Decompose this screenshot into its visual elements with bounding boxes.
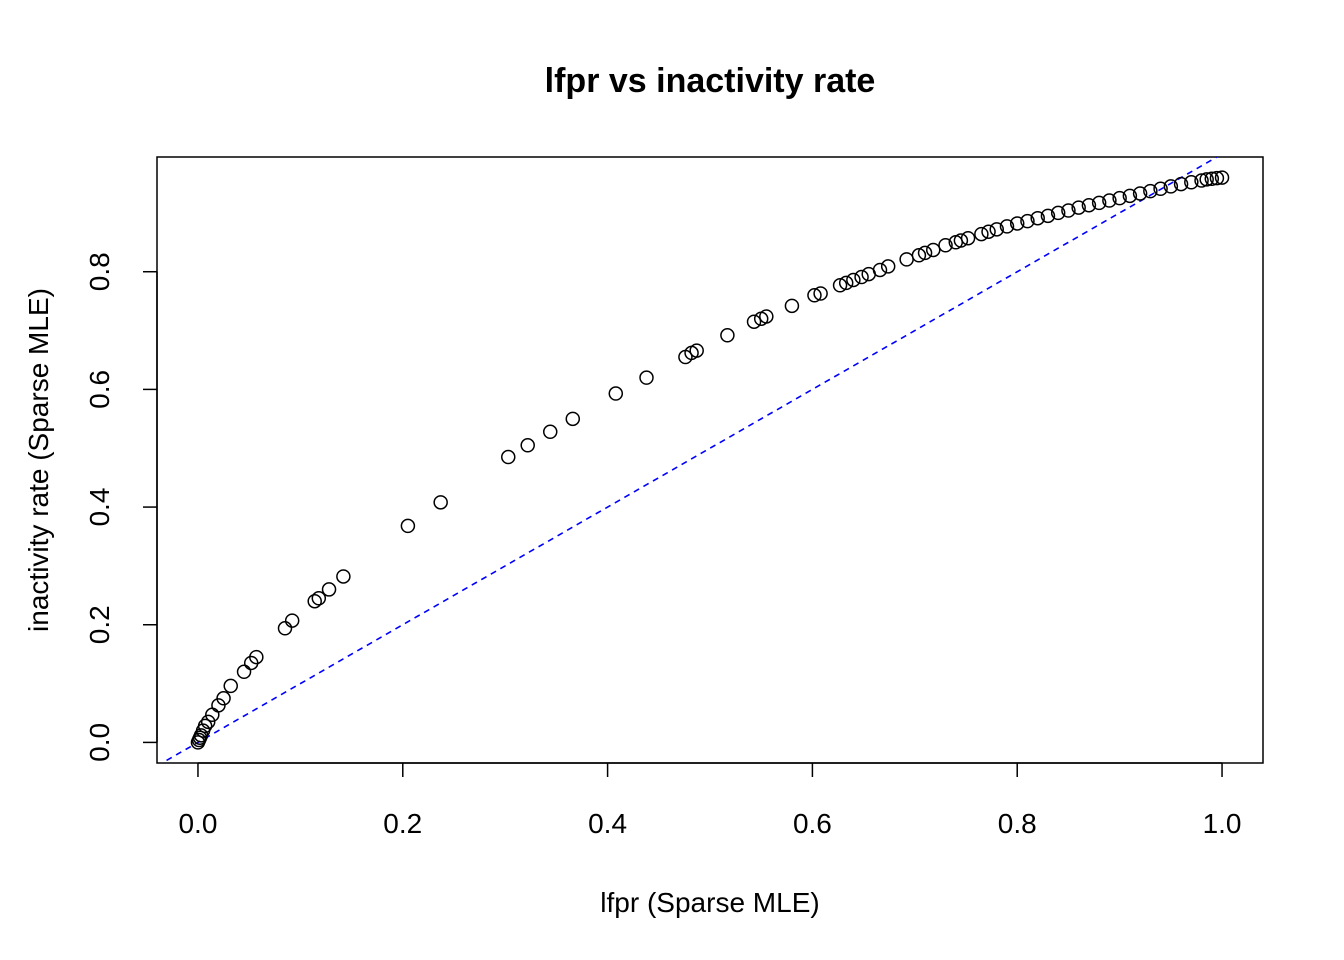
data-point [223,678,238,694]
data-point [197,718,213,734]
data-point [542,424,558,440]
data-point [520,438,535,453]
data-point [1102,193,1117,208]
data-point [1153,181,1168,197]
data-point [307,593,322,609]
data-point [784,298,800,314]
data-point [813,286,828,301]
data-point [846,272,861,288]
data-point [1184,175,1199,190]
data-point [501,449,516,465]
data-point [236,664,252,680]
y-tick-label: 0.4 [84,488,115,527]
data-point [321,582,337,597]
x-tick-label: 1.0 [1203,808,1242,839]
data-point [1173,176,1189,192]
data-point [200,714,216,730]
x-axis: 0.0 0.2 0.4 0.6 0.8 1.0 [178,762,1242,839]
data-point [911,248,927,263]
data-point [1030,210,1045,226]
data-point [608,386,624,401]
data-point [311,591,327,606]
data-point [1071,200,1086,215]
y-tick-label: 0.0 [84,723,115,762]
data-point [1132,186,1148,201]
y-tick-label: 0.8 [84,252,115,291]
data-point [689,343,704,358]
data-point [336,569,351,584]
x-tick-label: 0.8 [998,808,1037,839]
data-point [1091,195,1107,211]
data-point [1204,171,1220,187]
data-point [832,278,848,293]
data-point [872,262,888,278]
data-point [854,269,869,285]
data-point [1194,173,1209,188]
data-point [1163,179,1179,194]
data-point [807,288,822,303]
data-point [999,219,1015,234]
data-point [284,613,300,628]
data-point [899,252,914,267]
x-tick-label: 0.6 [793,808,832,839]
data-point [1209,170,1225,186]
data-point [1009,216,1025,231]
y-axis: 0.0 0.2 0.4 0.6 0.8 [84,252,158,762]
data-point [960,230,976,246]
data-point [720,328,735,343]
data-point [925,242,941,258]
data-point [1214,170,1230,185]
data-point [917,245,933,261]
chart-title: lfpr vs inactivity rate [545,62,876,100]
data-point [565,411,581,427]
y-axis-label: inactivity rate (Sparse MLE) [23,288,54,632]
data-point [249,649,264,665]
data-point [759,309,774,324]
data-point [639,370,654,385]
data-point [1112,190,1127,206]
y-tick-label: 0.2 [84,605,115,644]
data-point [1081,197,1097,213]
data-point [746,314,762,329]
data-point [838,275,854,291]
data-point [277,621,293,636]
data-point [989,222,1004,237]
data-point [1020,213,1035,229]
x-axis-label: lfpr (Sparse MLE) [600,887,819,918]
plot-frame [156,156,1264,764]
data-point [880,259,896,274]
y-tick-label: 0.6 [84,370,115,409]
data-point [953,233,969,248]
data-point [1040,208,1056,224]
data-point [981,224,996,239]
data-point [216,691,231,706]
data-point [938,238,953,253]
x-tick-label: 0.4 [588,808,627,839]
reference-line [160,157,1219,763]
data-point [1143,183,1158,199]
data-point [1061,203,1076,218]
data-point [974,226,989,242]
data-point [433,495,448,510]
data-point [400,518,416,534]
data-point [1122,188,1138,204]
x-tick-label: 0.2 [383,808,422,839]
data-point [1199,172,1214,187]
data-point [1050,205,1066,221]
x-tick-label: 0.0 [178,808,217,839]
